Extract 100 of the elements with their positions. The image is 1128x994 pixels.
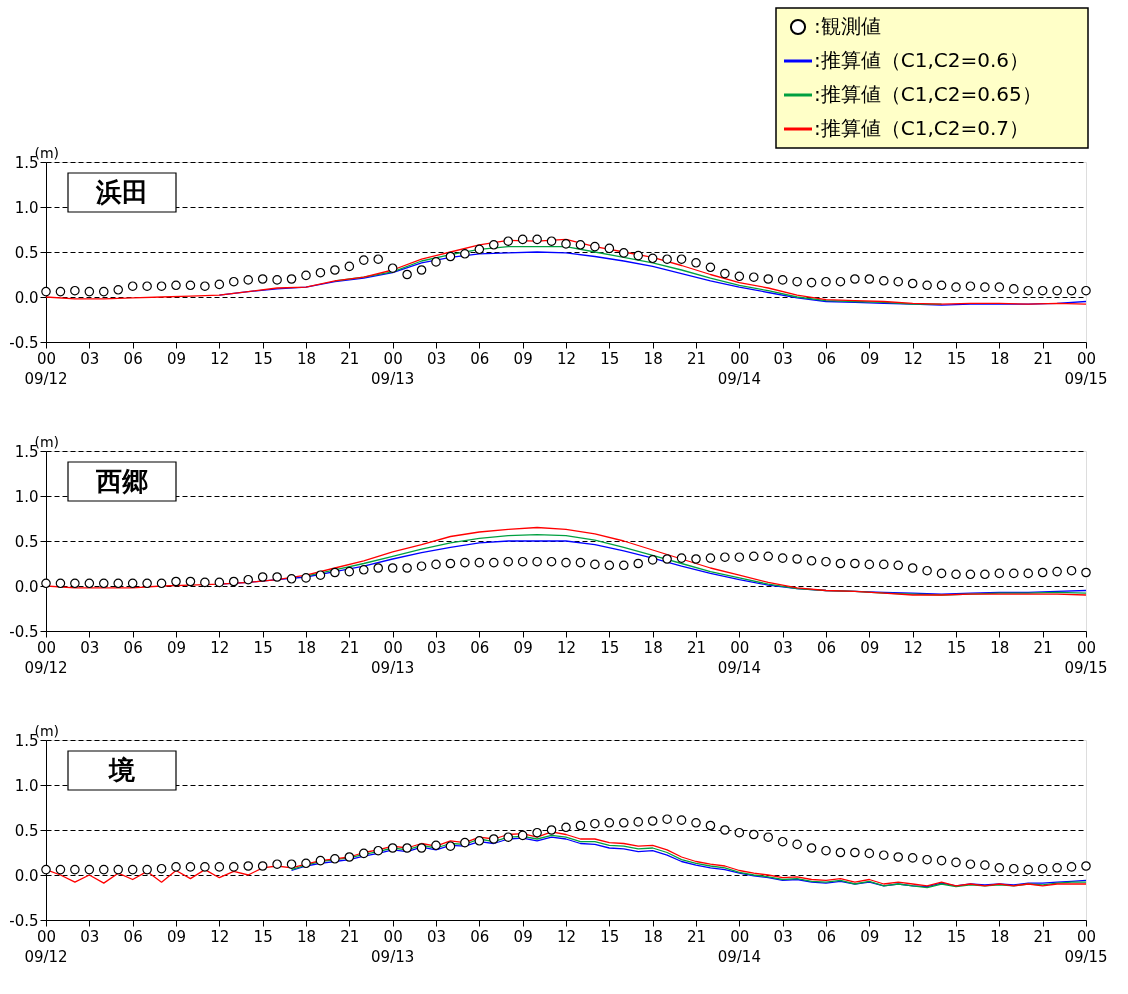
x-tick-label: 21 <box>686 927 707 946</box>
x-tick-label: 06 <box>470 638 490 657</box>
x-tick-label: 18 <box>643 349 663 368</box>
x-tick-label: 09 <box>513 927 533 946</box>
x-tick-label: 03 <box>426 927 447 946</box>
x-tick-label: 00 <box>730 927 750 946</box>
x-tick-label: 21 <box>1033 349 1053 368</box>
x-tick-label: 21 <box>686 349 707 368</box>
y-tick-label: -0.5 <box>9 333 39 352</box>
x-tick-label: 15 <box>946 349 967 368</box>
text: 09/14 <box>717 370 761 388</box>
x-tick-label: 06 <box>816 638 837 657</box>
y-tick-label: 0.0 <box>14 866 39 885</box>
x-tick-label: 21 <box>340 927 360 946</box>
text: 09/15 <box>1064 948 1108 966</box>
x-tick-label: 00 <box>383 349 403 368</box>
x-tick-label: 00 <box>1076 638 1097 657</box>
y-tick-label: 0.5 <box>14 532 39 551</box>
x-tick-label: 15 <box>600 349 620 368</box>
text: 09/15 <box>1064 659 1108 677</box>
text: 09/14 <box>717 659 761 677</box>
x-tick-label: 15 <box>253 349 273 368</box>
text: 09/12 <box>24 948 68 966</box>
x-tick-label: 06 <box>470 927 490 946</box>
y-tick-label: 0.5 <box>14 243 39 262</box>
x-tick-label: 00 <box>36 927 57 946</box>
x-tick-label: 09 <box>513 638 533 657</box>
x-tick-label: 00 <box>730 638 750 657</box>
x-tick-label: 15 <box>946 638 967 657</box>
x-tick-label: 09 <box>166 349 187 368</box>
y-tick-label: 0.0 <box>14 288 39 307</box>
x-tick-label: 09 <box>860 927 880 946</box>
text: 09/13 <box>371 370 415 388</box>
x-tick-label: 03 <box>773 349 793 368</box>
x-tick-label: 03 <box>426 349 447 368</box>
x-tick-label: 12 <box>210 927 230 946</box>
x-tick-label: 18 <box>990 927 1010 946</box>
text: 西郷 <box>95 466 148 496</box>
x-tick-label: 18 <box>296 349 317 368</box>
x-tick-label: 15 <box>253 638 273 657</box>
x-tick-label: 12 <box>210 638 230 657</box>
x-tick-label: 21 <box>1033 927 1053 946</box>
y-tick-label: -0.5 <box>9 911 39 930</box>
y-tick-label: -0.5 <box>9 622 39 641</box>
x-tick-label: 21 <box>686 638 707 657</box>
x-tick-label: 18 <box>990 638 1010 657</box>
x-tick-label: 12 <box>556 927 577 946</box>
x-tick-label: 18 <box>990 349 1010 368</box>
text: 09/13 <box>371 659 415 677</box>
y-tick-label: 0.0 <box>14 577 39 596</box>
x-tick-label: 12 <box>556 638 577 657</box>
x-tick-label: 12 <box>903 349 923 368</box>
x-tick-label: 09 <box>513 349 533 368</box>
text: 09/14 <box>717 948 761 966</box>
x-tick-label: 21 <box>340 638 360 657</box>
x-tick-label: 06 <box>470 349 490 368</box>
x-tick-label: 15 <box>600 927 620 946</box>
x-tick-label: 00 <box>383 638 403 657</box>
x-tick-label: 06 <box>123 638 143 657</box>
x-tick-label: 18 <box>296 927 317 946</box>
x-tick-label: 00 <box>36 349 57 368</box>
x-tick-label: 00 <box>383 927 403 946</box>
x-tick-label: 03 <box>80 349 100 368</box>
x-tick-label: 03 <box>773 927 793 946</box>
x-tick-label: 03 <box>80 638 100 657</box>
y-tick-label: 1.0 <box>14 487 39 506</box>
x-tick-label: 03 <box>426 638 447 657</box>
x-tick-label: 15 <box>253 927 273 946</box>
x-tick-label: 15 <box>600 638 620 657</box>
x-tick-label: 00 <box>1076 927 1097 946</box>
text: 09/15 <box>1064 370 1108 388</box>
text: 09/12 <box>24 370 68 388</box>
legend-label: :推算値（C1,C2=0.65） <box>814 82 1042 106</box>
x-tick-label: 09 <box>860 638 880 657</box>
x-tick-label: 03 <box>80 927 100 946</box>
x-tick-label: 00 <box>1076 349 1097 368</box>
x-tick-label: 00 <box>730 349 750 368</box>
x-tick-label: 09 <box>166 927 187 946</box>
legend-label: :観測値 <box>814 14 881 38</box>
x-tick-label: 00 <box>36 638 57 657</box>
x-tick-label: 12 <box>903 927 923 946</box>
legend-label: :推算値（C1,C2=0.7） <box>814 116 1030 140</box>
y-tick-label: 1.0 <box>14 776 39 795</box>
x-tick-label: 12 <box>903 638 923 657</box>
x-tick-label: 06 <box>123 349 143 368</box>
text: 浜田 <box>95 177 148 207</box>
x-tick-label: 09 <box>860 349 880 368</box>
x-tick-label: 15 <box>946 927 967 946</box>
x-tick-label: 21 <box>1033 638 1053 657</box>
x-tick-label: 06 <box>123 927 143 946</box>
x-tick-label: 18 <box>643 638 663 657</box>
text: 09/13 <box>371 948 415 966</box>
y-tick-label: 1.0 <box>14 198 39 217</box>
x-tick-label: 09 <box>166 638 187 657</box>
x-tick-label: 12 <box>556 349 577 368</box>
x-tick-label: 18 <box>296 638 317 657</box>
x-tick-label: 06 <box>816 927 837 946</box>
text: 境 <box>108 755 135 785</box>
x-tick-label: 21 <box>340 349 360 368</box>
x-tick-label: 06 <box>816 349 837 368</box>
